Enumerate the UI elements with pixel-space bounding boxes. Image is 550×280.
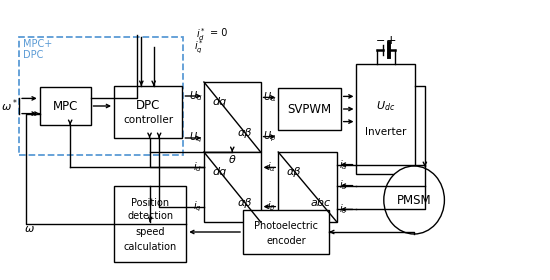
Text: detection: detection (127, 211, 173, 221)
Text: $U_q$: $U_q$ (189, 131, 202, 145)
Text: $i_d^*$: $i_d^*$ (196, 27, 206, 43)
Text: ω: ω (25, 224, 35, 234)
Text: MPC: MPC (52, 99, 78, 113)
Text: abc: abc (311, 198, 331, 208)
Text: $i_q$: $i_q$ (193, 199, 202, 214)
Text: $i_\alpha$: $i_\alpha$ (267, 160, 276, 174)
Bar (114, 86, 183, 138)
Text: θ: θ (229, 155, 235, 165)
Text: $U_\alpha$: $U_\alpha$ (262, 90, 276, 104)
Bar (278, 152, 337, 222)
Text: Position: Position (131, 198, 169, 208)
Text: αβ: αβ (287, 167, 301, 177)
Text: $i_b$: $i_b$ (339, 179, 348, 193)
Bar (19, 37, 183, 155)
Text: $i_a$: $i_a$ (339, 158, 347, 171)
Text: −: − (376, 36, 386, 46)
Text: speed: speed (135, 227, 165, 237)
Text: dq: dq (212, 167, 227, 177)
Text: $U_{dc}$: $U_{dc}$ (376, 99, 395, 113)
Ellipse shape (384, 166, 444, 234)
Text: dq: dq (212, 97, 227, 107)
Text: PMSM: PMSM (397, 193, 431, 207)
Bar (243, 210, 329, 254)
Bar (114, 186, 186, 262)
Bar (278, 88, 341, 130)
Text: αβ: αβ (238, 198, 252, 208)
Bar (356, 64, 415, 174)
Bar (40, 87, 91, 125)
Text: $U_d$: $U_d$ (189, 89, 202, 103)
Text: $\omega^*$: $\omega^*$ (1, 98, 18, 114)
Text: calculation: calculation (124, 242, 177, 252)
Text: αβ: αβ (238, 128, 252, 138)
Text: MPC+: MPC+ (23, 39, 52, 49)
Text: $i_\beta$: $i_\beta$ (267, 199, 276, 214)
Bar (204, 152, 261, 222)
Text: controller: controller (123, 115, 173, 125)
Text: +: + (386, 34, 396, 46)
Text: SVPWM: SVPWM (288, 102, 332, 116)
Text: = 0: = 0 (210, 28, 227, 38)
Text: Photoelectric: Photoelectric (254, 221, 318, 231)
Text: $i_c$: $i_c$ (339, 202, 347, 216)
Text: $i_d$: $i_d$ (193, 160, 202, 174)
Text: Inverter: Inverter (365, 127, 406, 137)
Text: DPC: DPC (136, 99, 161, 112)
Bar (204, 82, 261, 152)
Text: encoder: encoder (266, 236, 306, 246)
Text: $i_q^*$: $i_q^*$ (194, 38, 204, 56)
Text: $U_\beta$: $U_\beta$ (262, 129, 276, 144)
Text: DPC: DPC (23, 50, 43, 60)
